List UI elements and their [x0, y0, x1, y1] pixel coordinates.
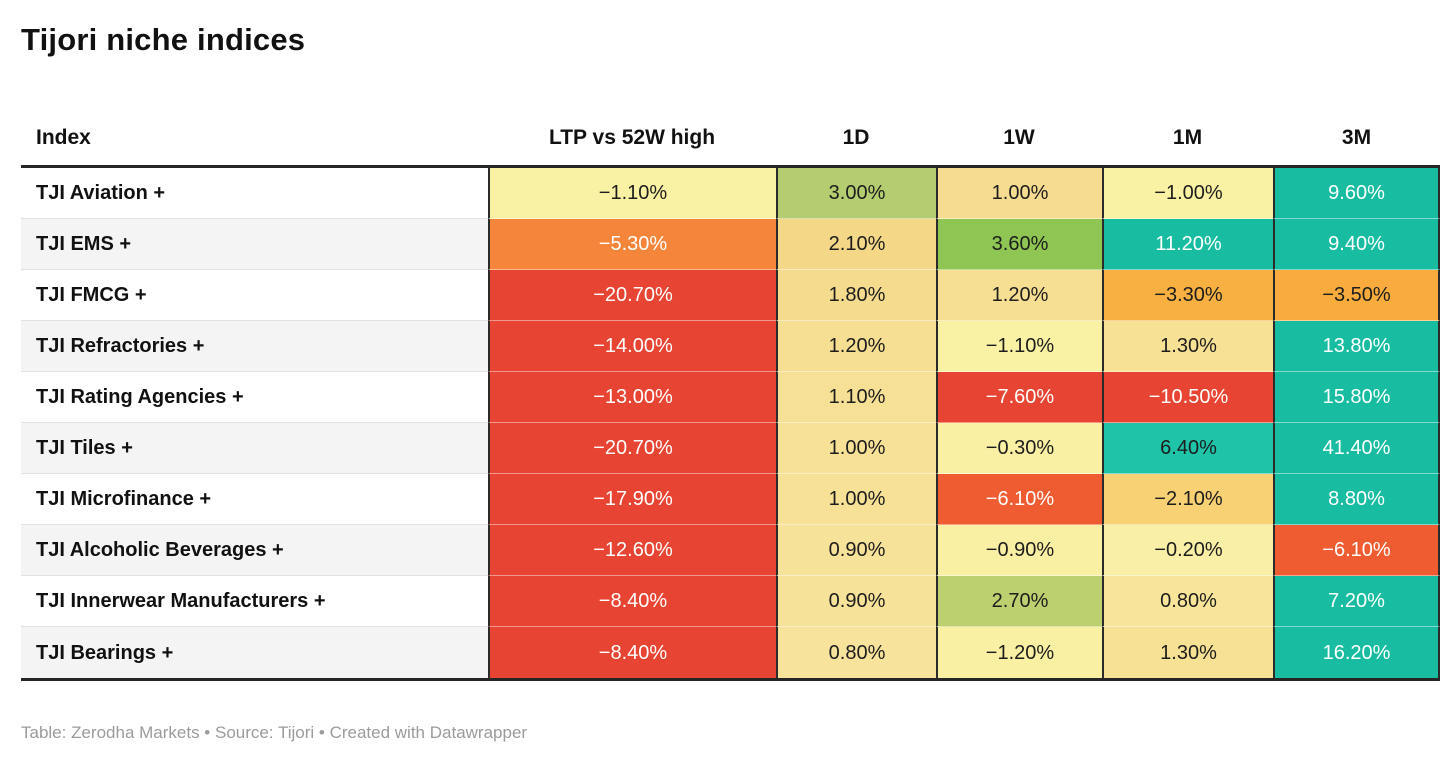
value-cell: 7.20% — [1273, 576, 1440, 627]
value-cell: −2.10% — [1102, 474, 1273, 525]
table-row: TJI Refractories + −14.00% 1.20% −1.10% 1.30… — [21, 321, 1440, 372]
value-cell: −13.00% — [488, 372, 776, 423]
value-cell: −1.20% — [936, 627, 1102, 678]
value-cell: −17.90% — [488, 474, 776, 525]
page-title: Tijori niche indices — [21, 22, 306, 57]
value-cell: 9.60% — [1273, 168, 1440, 219]
value-cell: 0.90% — [776, 576, 936, 627]
value-cell: 1.20% — [776, 321, 936, 372]
value-cell: 3.00% — [776, 168, 936, 219]
value-cell: −20.70% — [488, 423, 776, 474]
value-cell: 15.80% — [1273, 372, 1440, 423]
row-label: TJI Refractories + — [21, 321, 488, 372]
table-row: TJI Aviation + −1.10% 3.00% 1.00% −1.00% 9.60… — [21, 168, 1440, 219]
value-cell: −1.00% — [1102, 168, 1273, 219]
value-cell: 13.80% — [1273, 321, 1440, 372]
table-row: TJI Microfinance + −17.90% 1.00% −6.10% −2.1… — [21, 474, 1440, 525]
column-header-1w: 1W — [1003, 126, 1035, 149]
indices-table: Index LTP vs 52W high 1D 1W 1M 3M TJI Av… — [21, 110, 1440, 681]
column-header-index: Index — [36, 126, 91, 149]
value-cell: 0.80% — [1102, 576, 1273, 627]
column-header-1m: 1M — [1172, 126, 1203, 149]
value-cell: 0.80% — [776, 627, 936, 678]
column-header-ltp-52w: LTP vs 52W high — [548, 126, 716, 149]
value-cell: −14.00% — [488, 321, 776, 372]
value-cell: 2.70% — [936, 576, 1102, 627]
value-cell: −12.60% — [488, 525, 776, 576]
row-label: TJI Innerwear Manufacturers + — [21, 576, 488, 627]
row-label: TJI EMS + — [21, 219, 488, 270]
value-cell: −1.10% — [488, 168, 776, 219]
value-cell: −6.10% — [936, 474, 1102, 525]
row-label: TJI FMCG + — [21, 270, 488, 321]
value-cell: −3.30% — [1102, 270, 1273, 321]
value-cell: −6.10% — [1273, 525, 1440, 576]
row-label: TJI Tiles + — [21, 423, 488, 474]
row-label: TJI Bearings + — [36, 641, 174, 664]
value-cell: 9.40% — [1273, 219, 1440, 270]
value-cell: −0.20% — [1102, 525, 1273, 576]
value-cell: 11.20% — [1102, 219, 1273, 270]
value-cell: 1.80% — [776, 270, 936, 321]
value-cell: −8.40% — [488, 627, 776, 678]
table-row: TJI Rating Agencies + −13.00% 1.10% −7.60% −… — [21, 372, 1440, 423]
row-label: TJI Alcoholic Beverages + — [21, 525, 488, 576]
table-row: TJI Tiles + −20.70% 1.00% −0.30% 6.40% 41.40% — [21, 423, 1440, 474]
value-cell: −1.10% — [936, 321, 1102, 372]
row-label: TJI Microfinance + — [21, 474, 488, 525]
table-body: TJI Aviation + −1.10% 3.00% 1.00% −1.00% 9.60… — [21, 168, 1440, 681]
value-cell: −10.50% — [1102, 372, 1273, 423]
table-row: TJI EMS + −5.30% 2.10% 3.60% 11.20% 9.40% — [21, 219, 1440, 270]
value-cell: −0.30% — [936, 423, 1102, 474]
row-label: TJI Rating Agencies + — [21, 372, 488, 423]
value-cell: −3.50% — [1273, 270, 1440, 321]
table-row: TJI Bearings + −8.40% 0.80% −1.20% 1.30% 16.2… — [21, 627, 1440, 678]
value-cell: 2.10% — [776, 219, 936, 270]
value-cell: −0.90% — [936, 525, 1102, 576]
value-cell: 6.40% — [1102, 423, 1273, 474]
table-row: TJI Alcoholic Beverages + −12.60% 0.90% −0.… — [21, 525, 1440, 576]
attribution-footer: Table: Zerodha Markets • Source: Tijori … — [21, 723, 528, 742]
value-cell: −7.60% — [936, 372, 1102, 423]
row-label: TJI Aviation + — [21, 168, 488, 219]
value-cell: −5.30% — [488, 219, 776, 270]
value-cell: 1.30% — [1102, 627, 1273, 678]
column-header-1d: 1D — [842, 126, 870, 149]
value-cell: −20.70% — [488, 270, 776, 321]
value-cell: −8.40% — [488, 576, 776, 627]
table-header-row: Index LTP vs 52W high 1D 1W 1M 3M — [21, 110, 1440, 168]
value-cell: 1.00% — [776, 423, 936, 474]
value-cell: 3.60% — [936, 219, 1102, 270]
value-cell: 41.40% — [1273, 423, 1440, 474]
value-cell: 0.90% — [776, 525, 936, 576]
table-row: TJI Innerwear Manufacturers + −8.40% 0.90%… — [21, 576, 1440, 627]
column-header-3m: 3M — [1341, 126, 1372, 149]
value-cell: 1.00% — [776, 474, 936, 525]
value-cell: 1.20% — [936, 270, 1102, 321]
value-cell: 1.10% — [776, 372, 936, 423]
value-cell: 1.30% — [1102, 321, 1273, 372]
value-cell: 16.20% — [1273, 627, 1440, 678]
value-cell: 8.80% — [1273, 474, 1440, 525]
value-cell: 1.00% — [936, 168, 1102, 219]
table-row: TJI FMCG + −20.70% 1.80% 1.20% −3.30% −3.50% — [21, 270, 1440, 321]
